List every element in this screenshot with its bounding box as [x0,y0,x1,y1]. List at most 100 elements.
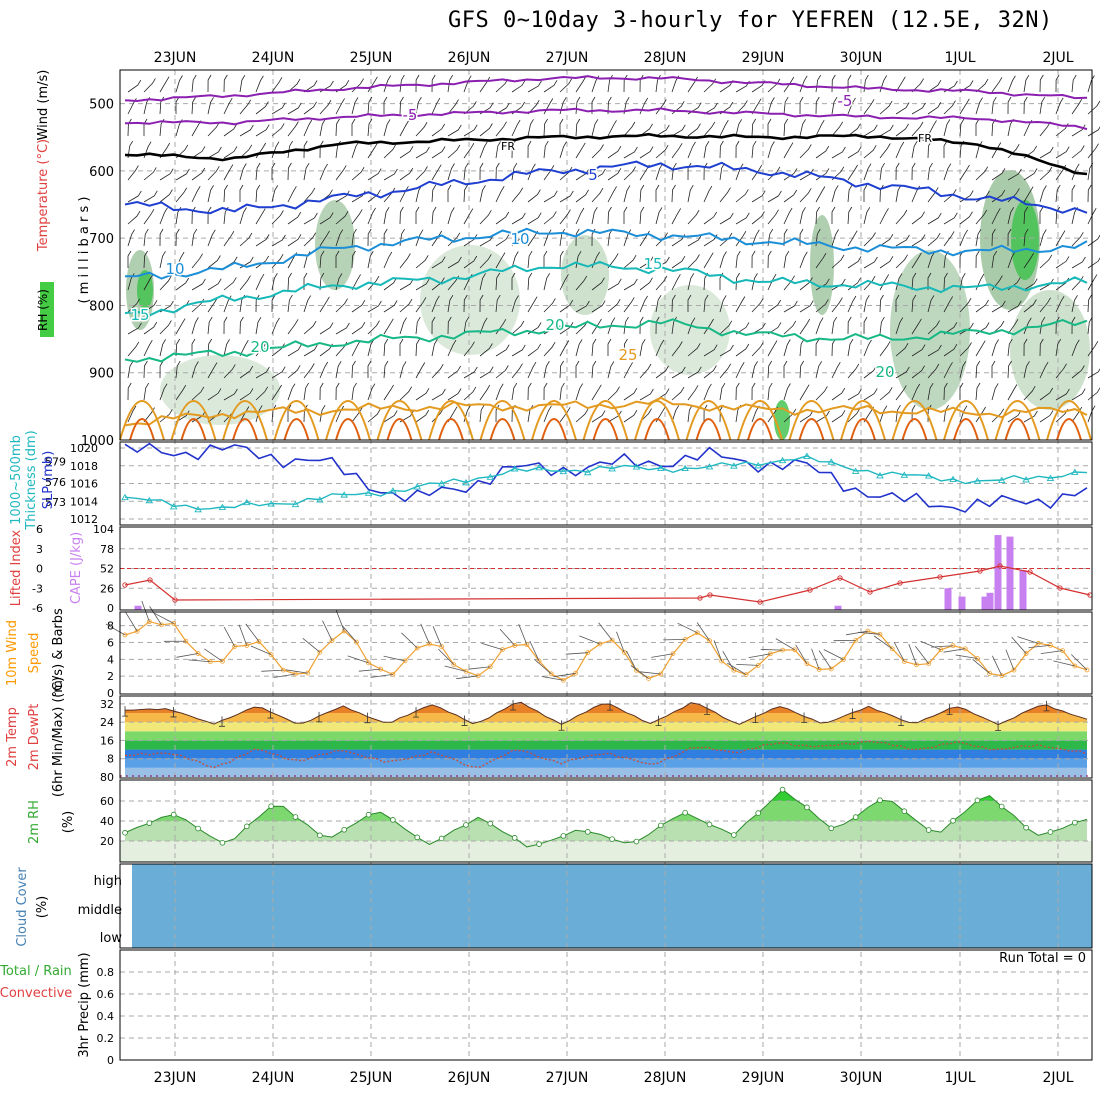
wind-barb [863,99,875,115]
wind-barb [367,360,372,378]
wind-barb [1055,164,1067,181]
wind-barb [495,252,506,269]
wind-barb [511,320,525,335]
contour-label: 10 [165,260,184,278]
thickness-marker [462,479,470,486]
wind-barb [271,234,286,247]
date-label-top: 29JUN [742,50,785,66]
wind-barb [1023,338,1028,357]
wind-barb [1071,295,1078,313]
wind-barb [463,162,469,181]
temperature-minmax-bar [995,720,1002,731]
wind-barb [431,123,446,137]
wind-barb [527,272,533,291]
rh-marker [341,826,347,833]
wind-barb [911,211,925,225]
rh-marker [146,820,153,826]
wind-barb [479,384,491,401]
wind-barb [847,184,853,203]
wind-barb [767,166,781,181]
date-label-bottom: 28JUN [644,1070,687,1086]
wind-barb [399,298,413,313]
wind-barb [285,669,308,674]
wind-barb [815,252,827,269]
wind-barb [431,316,436,335]
wind-barb [719,187,731,203]
wind-barb [149,606,162,626]
wind-barb [671,274,681,291]
wind-barb [527,212,542,225]
temperature-contour-25 [788,400,835,441]
wind-barb [479,404,485,423]
wind-tick-label: 4 [107,653,114,666]
temperature-line [124,701,1088,726]
wind-barb [543,298,556,313]
rh-marker [365,811,372,818]
wind-barb [767,190,782,203]
rh-shading [650,285,730,375]
temperature-contour-30 [1056,418,1082,441]
wind-barb [895,273,903,291]
temperature-contour-25 [994,400,1041,441]
wind-barb [127,273,135,291]
date-label-top: 26JUN [448,50,491,66]
temperature-minmax-bar [704,704,711,715]
wind-barb [415,409,430,423]
rh-marker [950,817,956,824]
wind-barb [955,654,978,659]
wind-barb [511,80,526,93]
wind-barb [831,278,846,291]
wind-barb [127,118,132,137]
wind-barb [920,640,942,651]
wind-speed-marker [512,643,518,648]
precip-tick-label: 0.6 [97,988,115,1001]
date-label-bottom: 30JUN [840,1070,883,1086]
thickness-marker [364,489,373,496]
wind-barb [559,382,565,401]
wind-barb [529,640,540,662]
wind-barb [799,318,811,335]
rh-marker [633,838,640,845]
wind-barb [399,206,404,225]
rh-marker [755,810,762,816]
wind-barb [760,649,783,651]
wind-barb [783,320,797,335]
thickness-marker [340,491,348,498]
lifted-index-marker [147,577,153,583]
wind-speed-marker [146,619,152,625]
wind-barb [1007,188,1020,203]
wind-barb [863,275,876,291]
wind-barb [895,294,900,312]
wind-barb [479,343,493,357]
cape-tick-label: 78 [100,543,114,556]
wind-barb [703,102,718,115]
wind-barb [351,141,360,159]
wind-barb [1007,360,1012,379]
rh-marker [536,841,542,847]
temperature-contour-25 [840,400,886,441]
wind-barb [1039,206,1044,224]
thickness-marker [486,473,495,480]
wind-barb [559,360,564,379]
wind-barb [579,635,601,645]
wind-barb [401,632,418,649]
panel-frame-slp [119,441,1093,526]
wind-barb [1055,97,1064,115]
wind-barb [432,626,442,647]
wind-barb [863,207,871,225]
wind-barb [671,341,683,357]
wind-barb [127,190,142,203]
wind-barb [143,118,148,136]
lifted-index-marker [172,597,178,603]
wind-barb [463,184,468,203]
wind-barb [319,272,325,291]
wind-barb [1087,274,1098,291]
wind-barb [751,361,758,379]
wind-barb [767,141,775,159]
wind-barb [495,234,510,247]
lifted-index-marker [997,563,1003,569]
wind-barb [431,97,441,115]
cape-bar [958,596,966,610]
thickness-tick-label: 573 [45,496,66,509]
wind-barb [319,163,328,181]
